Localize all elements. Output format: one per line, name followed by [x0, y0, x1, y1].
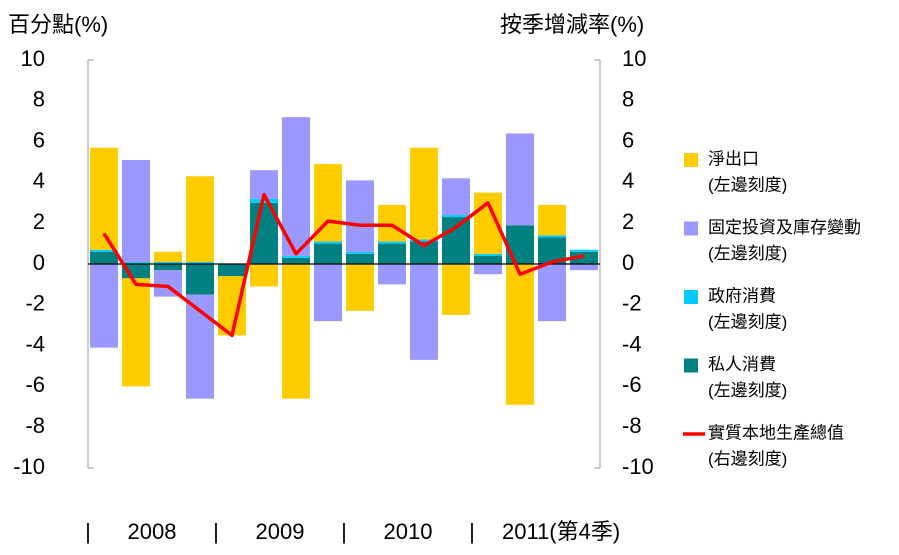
legend-label: 淨出口	[708, 149, 759, 168]
x-group-separator: |	[85, 519, 91, 544]
bar	[378, 204, 406, 242]
legend-label: 政府消費	[708, 286, 776, 305]
y2-tick-label: 8	[622, 87, 634, 112]
y-tick-label: 4	[33, 168, 45, 193]
bar	[154, 261, 182, 264]
legend-label: 私人消費	[708, 355, 776, 374]
x-group-label: 2009	[256, 519, 305, 544]
bar	[218, 276, 246, 336]
bar	[122, 278, 150, 387]
legend-swatch	[684, 358, 698, 373]
bar	[346, 264, 374, 311]
bar	[570, 264, 598, 271]
y-tick-label: -2	[25, 291, 45, 316]
legend-label: 固定投資及庫存變動	[708, 218, 861, 237]
x-group-label: 2010	[384, 519, 433, 544]
y2-tick-label: -8	[622, 413, 642, 438]
bar	[282, 257, 310, 264]
bar	[410, 241, 438, 264]
y2-tick-label: -2	[622, 291, 642, 316]
bar	[442, 217, 470, 264]
y-tick-label: -6	[25, 372, 45, 397]
x-group-separator: |	[469, 519, 475, 544]
bar	[186, 264, 214, 295]
bar	[346, 180, 374, 252]
legend-swatch	[684, 153, 698, 167]
y2-tick-label: 2	[622, 209, 634, 234]
bar	[346, 251, 374, 254]
y2-tick-label: 6	[622, 127, 634, 152]
bar	[378, 264, 406, 285]
bar	[154, 251, 182, 262]
bar	[474, 255, 502, 264]
y2-tick-label: -10	[622, 454, 654, 479]
x-group-label: 2011(第4季)	[502, 519, 620, 544]
bar	[122, 159, 150, 262]
legend-swatch	[684, 221, 698, 236]
bar	[218, 264, 246, 277]
bar	[410, 264, 438, 360]
x-group-separator: |	[213, 519, 219, 544]
bar	[378, 243, 406, 264]
y2-tick-label: 0	[622, 250, 634, 275]
y2-tick-label: -6	[622, 372, 642, 397]
bar	[570, 251, 598, 264]
bar	[282, 255, 310, 258]
y-tick-label: 0	[33, 250, 45, 275]
y-tick-label: -4	[25, 331, 45, 356]
bar	[250, 264, 278, 287]
x-group-separator: |	[341, 519, 347, 544]
y-axis-title: 百分點(%)	[8, 12, 108, 37]
bar	[90, 264, 118, 348]
bar	[442, 178, 470, 216]
legend-note: (左邊刻度)	[708, 244, 787, 263]
legend-note: (左邊刻度)	[708, 312, 787, 331]
bar	[186, 261, 214, 264]
bar	[90, 147, 118, 250]
bar	[570, 249, 598, 252]
bar	[538, 204, 566, 236]
bar	[378, 241, 406, 244]
bar	[154, 264, 182, 271]
y2-axis-title: 按季增減率(%)	[500, 12, 644, 37]
y-tick-label: 8	[33, 87, 45, 112]
y-tick-label: -10	[13, 454, 45, 479]
bar	[314, 264, 342, 322]
bar	[538, 264, 566, 322]
y2-tick-label: 4	[622, 168, 634, 193]
bar	[410, 239, 438, 242]
bar	[122, 261, 150, 264]
bar	[282, 117, 310, 256]
y2-tick-label: 10	[622, 46, 646, 71]
legend-note: (右邊刻度)	[708, 449, 787, 468]
bar	[474, 264, 502, 275]
bar	[442, 215, 470, 218]
bar	[474, 253, 502, 256]
y-tick-label: 2	[33, 209, 45, 234]
bar	[186, 176, 214, 262]
bar	[506, 264, 534, 405]
bar	[506, 133, 534, 226]
bar	[346, 253, 374, 264]
bar	[314, 241, 342, 244]
legend-label: 實質本地生產總值	[708, 423, 844, 442]
bar	[282, 264, 310, 399]
bar	[442, 264, 470, 315]
bar	[538, 235, 566, 238]
line	[102, 192, 585, 338]
legend-note: (左邊刻度)	[708, 381, 787, 400]
legend-swatch	[684, 290, 698, 304]
bar	[90, 249, 118, 252]
y2-tick-label: -4	[622, 331, 642, 356]
y-tick-label: 10	[21, 46, 45, 71]
bar	[506, 225, 534, 264]
bar	[410, 147, 438, 240]
y-tick-label: 6	[33, 127, 45, 152]
bar	[314, 243, 342, 264]
legend-note: (左邊刻度)	[708, 175, 787, 194]
x-group-label: 2008	[128, 519, 177, 544]
bar	[90, 251, 118, 264]
y-tick-label: -8	[25, 413, 45, 438]
